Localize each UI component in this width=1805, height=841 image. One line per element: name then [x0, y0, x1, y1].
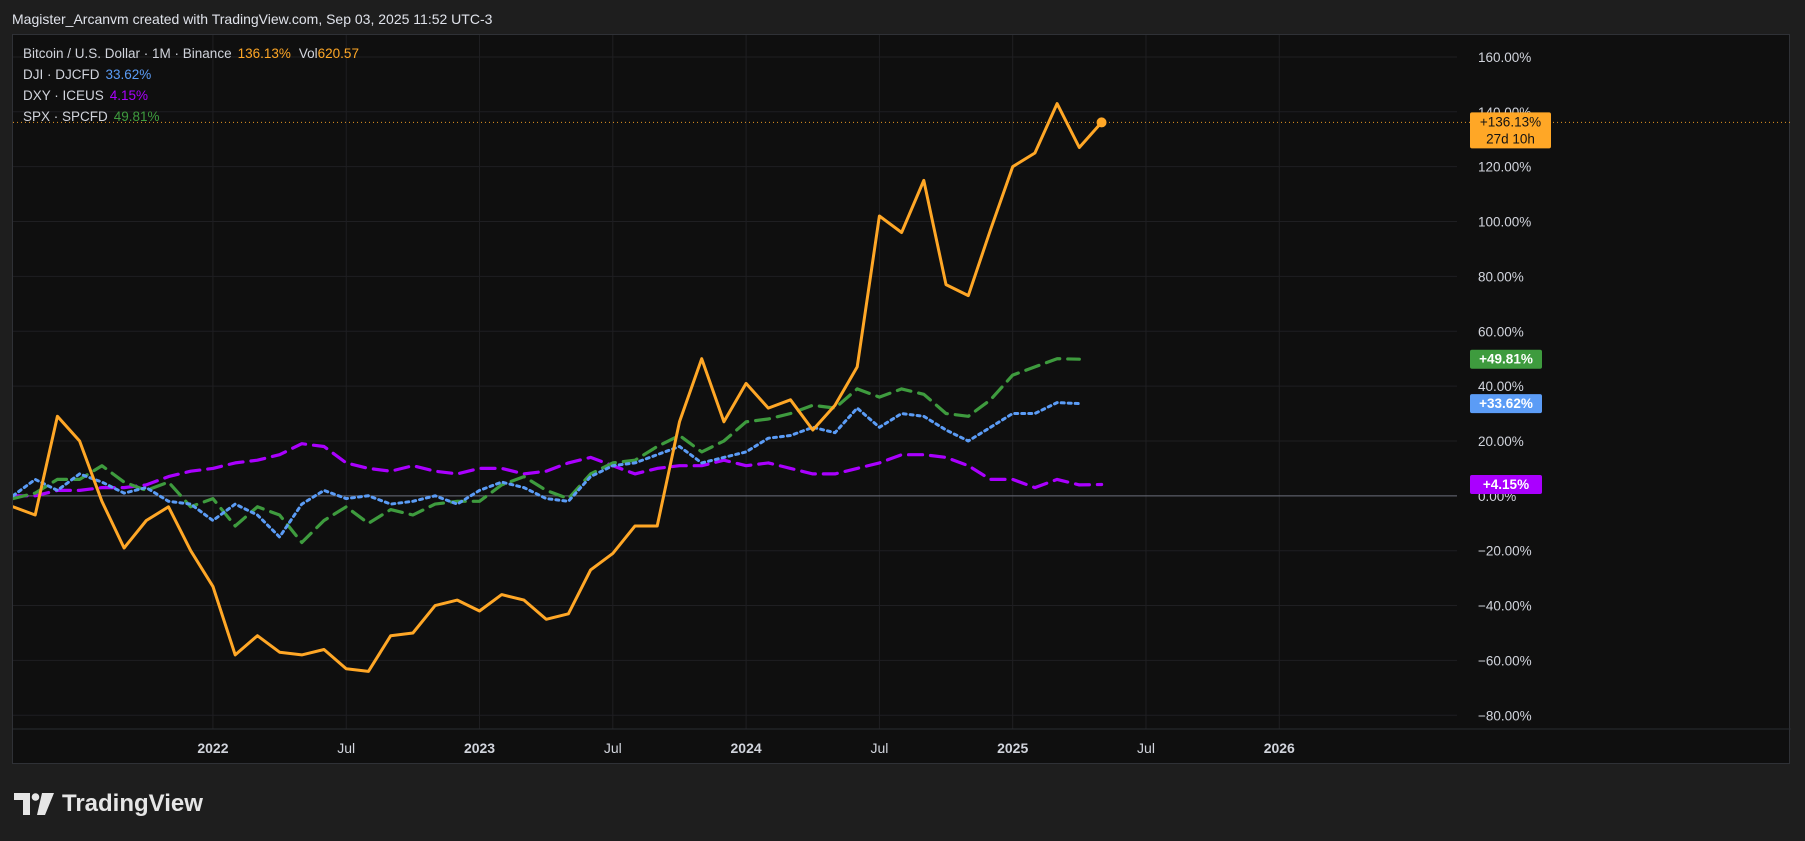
y-tick-label: −40.00% — [1478, 599, 1532, 614]
series-spx — [13, 357, 1081, 545]
y-tick-label: −60.00% — [1478, 653, 1532, 668]
legend-item-btcusd[interactable]: Bitcoin / U.S. Dollar · 1M · Binance 136.… — [23, 43, 359, 64]
y-tick-label: 80.00% — [1478, 269, 1524, 284]
badge-dxy-bg — [1470, 474, 1542, 494]
y-tick-label: −20.00% — [1478, 544, 1532, 559]
legend-label-spx: SPX · SPCFD — [23, 109, 108, 124]
y-tick-label: −80.00% — [1478, 708, 1532, 723]
legend-value-dji: 33.62% — [105, 67, 152, 82]
y-tick-label: 100.00% — [1478, 215, 1531, 230]
y-tick-label: 160.00% — [1478, 50, 1531, 65]
legend-vol-value: 620.57 — [317, 46, 359, 61]
badge-dji-text: +33.62% — [1479, 396, 1533, 411]
badge-dxy-text: +4.15% — [1483, 477, 1529, 492]
x-tick-label: 2023 — [464, 740, 495, 756]
x-tick-label: 2024 — [731, 740, 762, 756]
y-tick-label: 120.00% — [1478, 160, 1531, 175]
legend-item-spx[interactable]: SPX · SPCFD 49.81% — [23, 106, 359, 127]
legend-vol-label: Vol — [298, 46, 318, 61]
legend-label-btcusd: Bitcoin / U.S. Dollar · 1M · Binance — [23, 46, 232, 61]
legend-label-dji: DJI · DJCFD — [23, 67, 100, 82]
badge-spx-text: +49.81% — [1479, 352, 1533, 367]
badge-btcusd-bg — [1470, 112, 1551, 149]
x-tick-label: 2025 — [997, 740, 1028, 756]
legend-item-dji[interactable]: DJI · DJCFD 33.62% — [23, 64, 359, 85]
x-tick-label: Jul — [604, 740, 622, 756]
chart-svg[interactable]: 160.00%140.00%120.00%100.00%80.00%60.00%… — [13, 35, 1791, 765]
chart-caption: Magister_Arcanvm created with TradingVie… — [12, 11, 493, 27]
tradingview-brand[interactable]: TradingView — [14, 790, 203, 818]
x-tick-label: 2026 — [1264, 740, 1295, 756]
y-tick-label: 40.00% — [1478, 379, 1524, 394]
x-tick-label: Jul — [870, 740, 888, 756]
badge-spx-bg — [1470, 349, 1542, 369]
chart-area[interactable]: 160.00% 140.00% 120.00% 100.00% 80.00% 60.00%… — [12, 34, 1791, 765]
series-dji — [13, 401, 1081, 539]
series-dxy — [13, 442, 1104, 498]
badge-btcusd-text: +136.13% — [1480, 114, 1541, 129]
legend-value-spx: 49.81% — [113, 109, 160, 124]
legend: Bitcoin / U.S. Dollar · 1M · Binance 136.… — [23, 43, 359, 127]
btc-last-point — [1096, 117, 1107, 128]
badge-btcusd-text: 27d 10h — [1486, 131, 1535, 146]
y-tick-label: 60.00% — [1478, 324, 1524, 339]
legend-value-btcusd: 136.13% — [237, 46, 291, 61]
series-btcusd — [13, 102, 1104, 673]
legend-value-dxy: 4.15% — [109, 88, 149, 103]
tradingview-logo-icon — [14, 793, 54, 815]
x-tick-label: 2022 — [197, 740, 228, 756]
x-tick-label: Jul — [337, 740, 355, 756]
legend-item-dxy[interactable]: DXY · ICEUS 4.15% — [23, 85, 359, 106]
badge-dji-bg — [1470, 394, 1542, 414]
brand-name: TradingView — [62, 790, 203, 817]
legend-label-dxy: DXY · ICEUS — [23, 88, 104, 103]
x-tick-label: Jul — [1137, 740, 1155, 756]
y-tick-label: 20.00% — [1478, 434, 1524, 449]
